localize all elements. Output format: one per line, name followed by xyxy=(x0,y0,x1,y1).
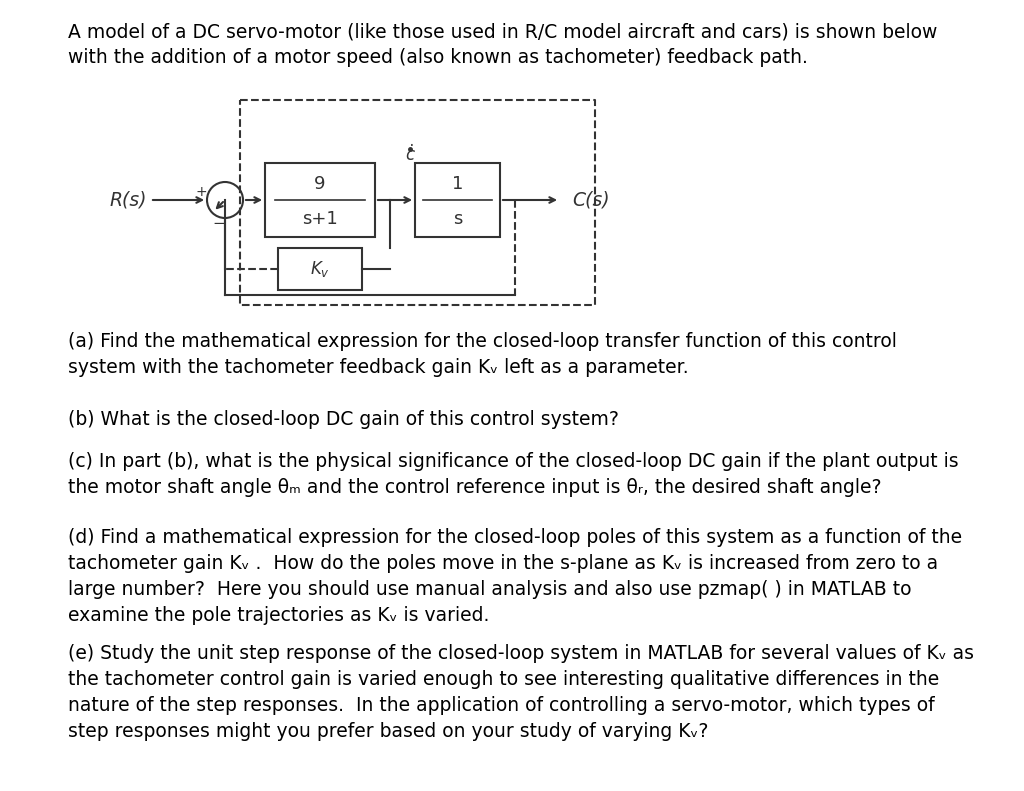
Text: (a) Find the mathematical expression for the closed-loop transfer function of th: (a) Find the mathematical expression for… xyxy=(68,332,897,351)
Text: R(s): R(s) xyxy=(110,191,147,210)
Text: 1: 1 xyxy=(452,175,463,193)
Text: −: − xyxy=(213,217,225,232)
Text: examine the pole trajectories as Kᵥ is varied.: examine the pole trajectories as Kᵥ is v… xyxy=(68,606,489,625)
Text: (b) What is the closed-loop DC gain of this control system?: (b) What is the closed-loop DC gain of t… xyxy=(68,410,618,429)
Text: with the addition of a motor speed (also known as tachometer) feedback path.: with the addition of a motor speed (also… xyxy=(68,48,808,67)
Text: A model of a DC servo-motor (like those used in R/C model aircraft and cars) is : A model of a DC servo-motor (like those … xyxy=(68,22,937,41)
Text: (d) Find a mathematical expression for the closed-loop poles of this system as a: (d) Find a mathematical expression for t… xyxy=(68,528,963,547)
Text: s+1: s+1 xyxy=(302,210,338,228)
Text: the tachometer control gain is varied enough to see interesting qualitative diff: the tachometer control gain is varied en… xyxy=(68,670,939,689)
Text: C(s): C(s) xyxy=(572,191,609,210)
Bar xyxy=(265,163,375,237)
Text: s: s xyxy=(453,210,462,229)
Text: (e) Study the unit step response of the closed-loop system in MATLAB for several: (e) Study the unit step response of the … xyxy=(68,644,974,663)
Text: tachometer gain Kᵥ .  How do the poles move in the s-plane as Kᵥ is increased fr: tachometer gain Kᵥ . How do the poles mo… xyxy=(68,554,938,573)
Text: 9: 9 xyxy=(314,175,326,193)
Text: system with the tachometer feedback gain Kᵥ left as a parameter.: system with the tachometer feedback gain… xyxy=(68,358,688,377)
Text: the motor shaft angle θₘ and the control reference input is θᵣ, the desired shaf: the motor shaft angle θₘ and the control… xyxy=(68,478,882,497)
Bar xyxy=(278,248,362,290)
Text: +: + xyxy=(196,185,207,199)
Text: large number?  Here you should use manual analysis and also use pzmap( ) in MATL: large number? Here you should use manual… xyxy=(68,580,911,599)
Text: nature of the step responses.  In the application of controlling a servo-motor, : nature of the step responses. In the app… xyxy=(68,696,935,715)
Text: $\dot{c}$: $\dot{c}$ xyxy=(404,145,416,165)
Text: $K_v$: $K_v$ xyxy=(310,259,330,279)
Text: step responses might you prefer based on your study of varying Kᵥ?: step responses might you prefer based on… xyxy=(68,722,709,741)
Text: (c) In part (b), what is the physical significance of the closed-loop DC gain if: (c) In part (b), what is the physical si… xyxy=(68,452,958,471)
Bar xyxy=(415,163,500,237)
